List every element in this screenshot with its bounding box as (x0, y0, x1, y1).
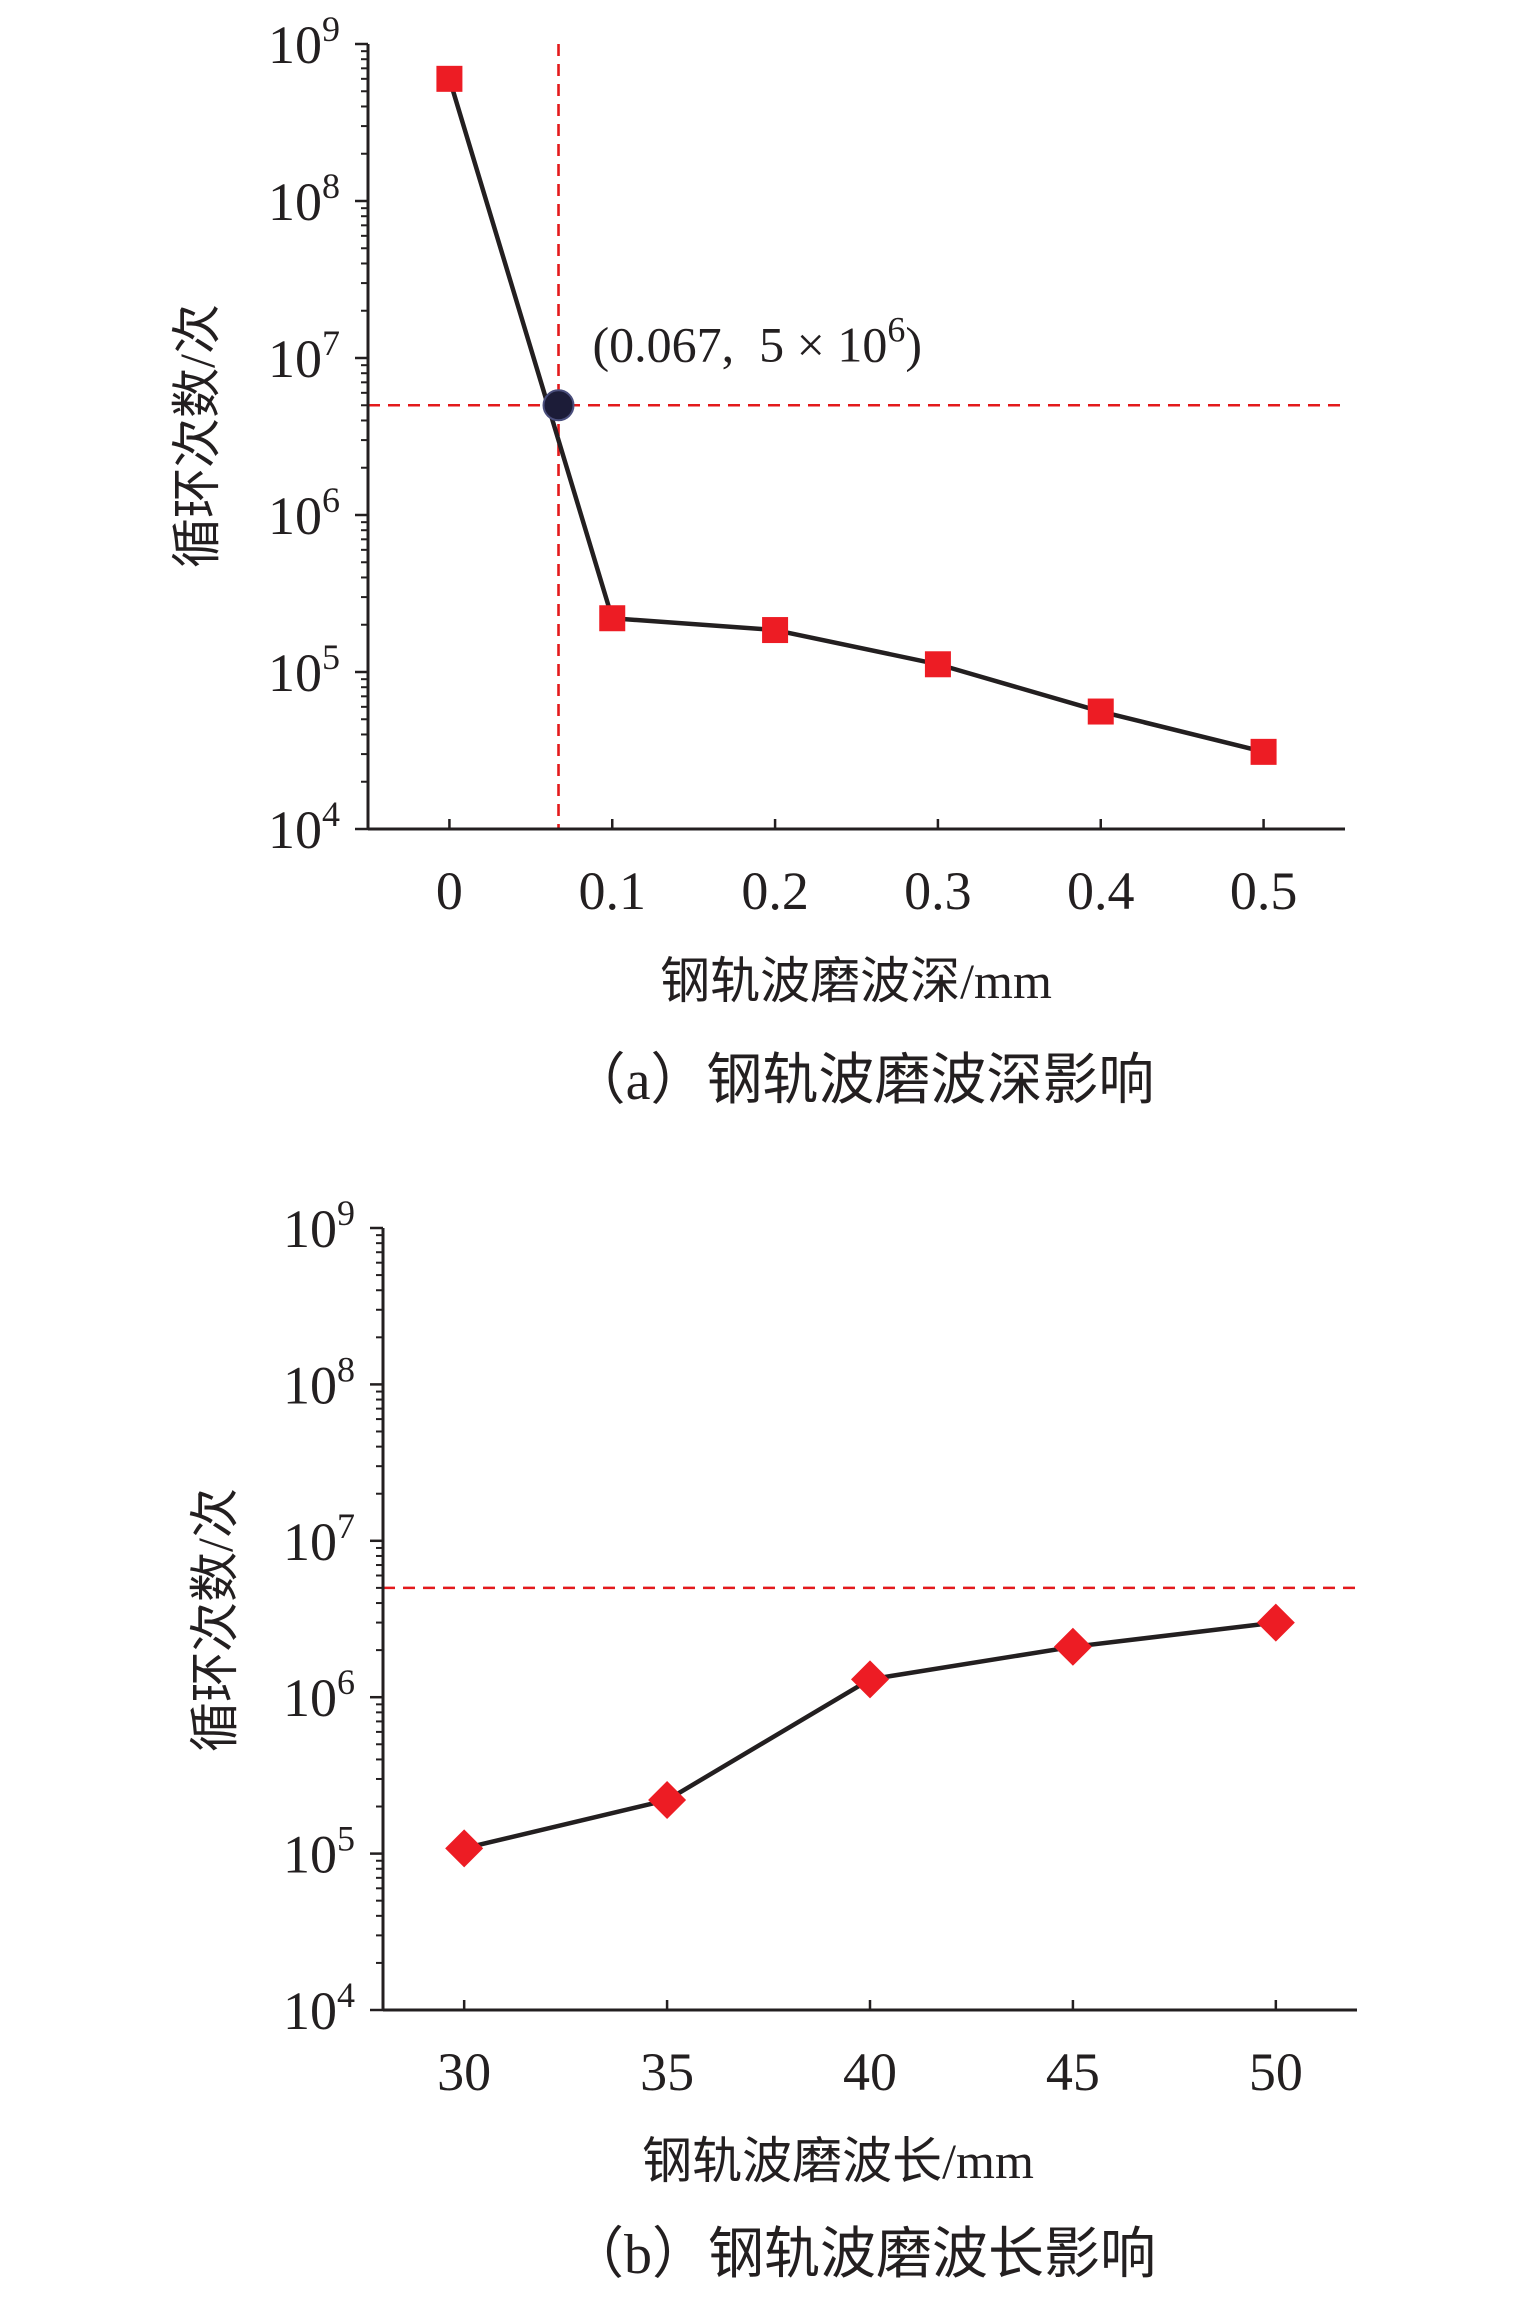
y-tick-label-base: 10 (268, 643, 322, 703)
y-tick-label-base: 10 (283, 1199, 337, 1259)
x-tick-label: 0.3 (904, 861, 972, 921)
y-tick-label-exponent: 4 (322, 794, 340, 834)
data-point-diamond (1053, 1627, 1092, 1666)
highlight-annotation-close: ) (905, 316, 922, 372)
y-tick-label-exponent: 7 (337, 1506, 355, 1546)
x-tick-label: 45 (1046, 2042, 1100, 2102)
y-tick-label-exponent: 5 (322, 637, 340, 677)
y-tick-label-exponent: 6 (322, 480, 340, 520)
y-tick-label: 107 (268, 323, 340, 389)
data-point-square (1250, 738, 1277, 765)
x-tick-label: 30 (437, 2042, 491, 2102)
y-tick-label: 109 (268, 9, 340, 75)
data-point-diamond (445, 1829, 484, 1868)
x-tick-label: 0.5 (1230, 861, 1298, 921)
y-tick-label-base: 10 (283, 1512, 337, 1572)
series-line (447, 78, 1265, 755)
highlight-annotation-main: (0.067, 5 × 10 (593, 316, 888, 372)
x-tick-label: 50 (1249, 2042, 1303, 2102)
data-point-diamond (648, 1781, 687, 1820)
x-tick-label: 0 (436, 861, 463, 921)
y-tick-label-base: 10 (268, 15, 322, 75)
y-tick-label-exponent: 8 (322, 166, 340, 206)
x-tick-label: 35 (640, 2042, 694, 2102)
chart-b-y-axis-title: 循环次数/次 (187, 1488, 243, 1752)
y-tick-label-exponent: 5 (337, 1819, 355, 1859)
data-point-square (436, 65, 463, 92)
y-tick-label: 105 (268, 637, 340, 703)
chart-a-x-axis-title: 钢轨波磨波深/mm (660, 953, 1052, 1009)
y-tick-label: 105 (283, 1819, 355, 1885)
y-tick-label: 109 (283, 1193, 355, 1259)
data-point-square (762, 617, 789, 644)
y-tick-label: 106 (283, 1662, 355, 1728)
y-tick-label: 107 (283, 1506, 355, 1572)
chart-b-x-axis-title: 钢轨波磨波长/mm (642, 2133, 1034, 2189)
x-tick-label: 0.4 (1067, 861, 1135, 921)
x-tick-label: 0.2 (741, 861, 809, 921)
data-point-square (599, 605, 626, 632)
y-tick-label-exponent: 9 (337, 1193, 355, 1233)
chart-a-caption: （a）钢轨波磨波深影响 (570, 1050, 1155, 1112)
y-tick-label-base: 10 (268, 172, 322, 232)
y-tick-label-base: 10 (283, 1981, 337, 2041)
y-tick-label-base: 10 (268, 486, 322, 546)
y-tick-label: 108 (268, 166, 340, 232)
x-tick-label: 40 (843, 2042, 897, 2102)
highlight-point (542, 389, 575, 422)
data-point-diamond (1256, 1603, 1295, 1642)
x-tick-label: 0.1 (579, 861, 647, 921)
y-tick-label-base: 10 (268, 329, 322, 389)
y-tick-label-exponent: 4 (337, 1975, 355, 2015)
data-point-square (924, 651, 951, 678)
y-tick-label: 106 (268, 480, 340, 546)
y-tick-label-exponent: 8 (337, 1349, 355, 1389)
y-tick-label: 104 (283, 1975, 355, 2041)
y-tick-label-exponent: 7 (322, 323, 340, 363)
y-tick-label-base: 10 (283, 1355, 337, 1415)
y-tick-label: 104 (268, 794, 340, 860)
highlight-annotation: (0.067, 5 × 106) (593, 309, 923, 372)
chart-a-y-axis-title: 循环次数/次 (169, 304, 225, 568)
y-tick-label-base: 10 (268, 800, 322, 860)
y-tick-label-base: 10 (283, 1825, 337, 1885)
y-tick-label: 108 (283, 1349, 355, 1415)
data-point-diamond (851, 1660, 889, 1699)
chart-b-caption: （b）钢轨波磨波长影响 (568, 2224, 1156, 2286)
y-tick-label-exponent: 6 (337, 1662, 355, 1702)
highlight-annotation-exponent: 6 (887, 309, 905, 349)
data-point-square (1087, 698, 1114, 725)
y-tick-label-exponent: 9 (322, 9, 340, 49)
y-tick-label-base: 10 (283, 1668, 337, 1728)
